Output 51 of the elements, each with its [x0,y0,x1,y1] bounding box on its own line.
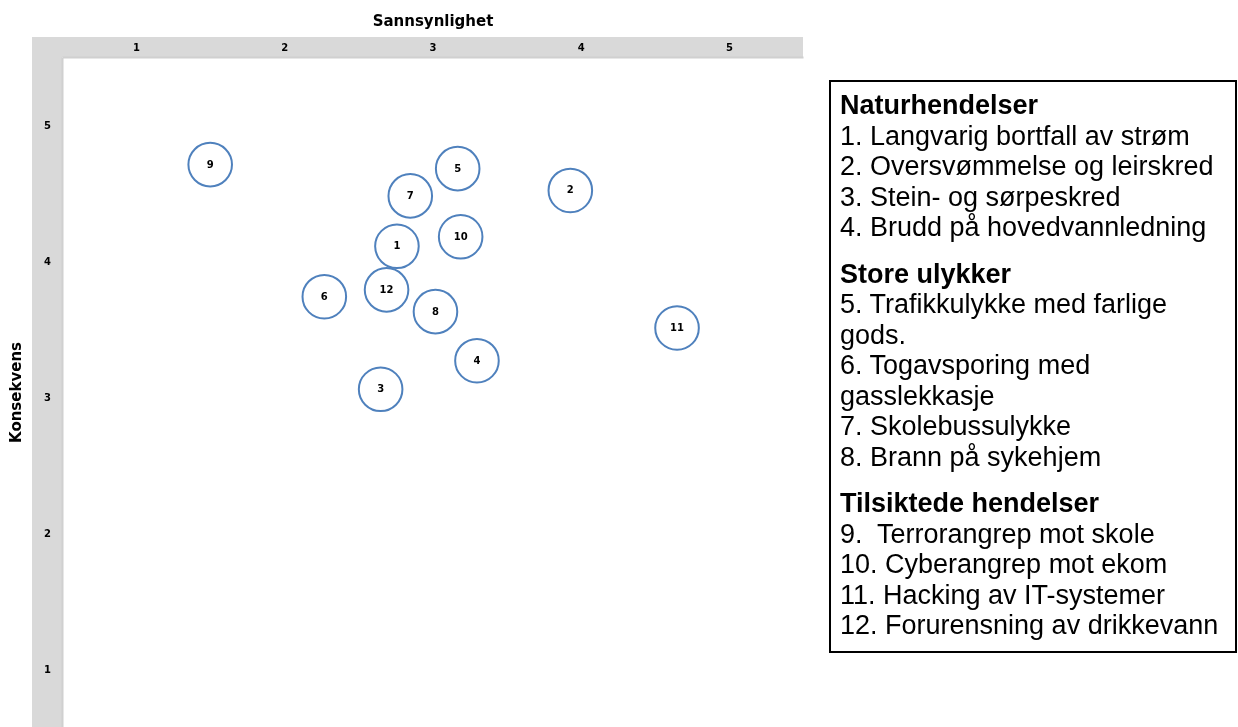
x-tick-label: 2 [281,41,289,53]
point [547,167,594,214]
text: 6. Togavsporing med gasslekkasje [840,350,1092,411]
y-tick-label: 2 [44,528,52,540]
x-axis-title: Sannsynlighet [372,11,494,30]
text: 1. Langvarig bortfall av strøm [840,120,1191,151]
series-label: 7 [406,189,414,201]
text: Naturhendelser [840,90,1040,121]
text: 5. Trafikkulykke med farlige gods. [840,289,1169,350]
y-tick-label: 4 [44,255,52,267]
point [654,305,700,351]
text: Tilsiktede hendelser [840,488,1101,519]
text: 3. Stein- og sørpeskred [840,181,1122,212]
text: 4. Brudd på hovedvannledning [840,212,1208,243]
text: 9. Terrorangrep mot skole [840,518,1156,549]
series-label: 4 [473,354,481,366]
point [412,288,459,335]
series-label: 2 [566,184,574,196]
point [374,223,420,270]
text: 2. Oversvømmelse og leirskred [840,151,1215,182]
series-label: 8 [431,305,439,317]
series-label: 3 [377,383,385,395]
x-tick-label: 3 [429,41,437,53]
text: 10. Cyberangrep mot ekom [840,549,1169,580]
text: 8. Brann på sykehjem [840,441,1103,472]
series-label: 1 [393,240,401,252]
text: 7. Skolebussulykke [840,411,1073,442]
point [357,366,404,413]
y-axis-title: Konsekvens [7,341,26,443]
series-label: 5 [454,162,462,174]
text: 12. Forurensning av drikkevann [840,610,1220,641]
text: 11. Hacking av IT-systemer [840,579,1167,610]
series-label: 10 [453,230,468,242]
series-label: 11 [670,322,685,333]
point [454,337,500,384]
x-tick-label: 4 [577,41,585,53]
series-label: 6 [320,290,328,302]
y-tick-label: 3 [44,391,52,403]
point [387,173,434,219]
point [187,141,233,188]
text: Store ulykker [840,258,1013,289]
y-tick-label: 1 [44,664,52,676]
point [301,273,348,320]
series-label: 12 [379,283,394,295]
y-tick-label: 5 [44,119,52,131]
point [437,214,484,260]
point [434,145,481,192]
series-label: 9 [206,158,214,170]
x-tick-label: 1 [133,41,141,53]
x-tick-label: 5 [725,41,733,53]
point [363,267,410,313]
